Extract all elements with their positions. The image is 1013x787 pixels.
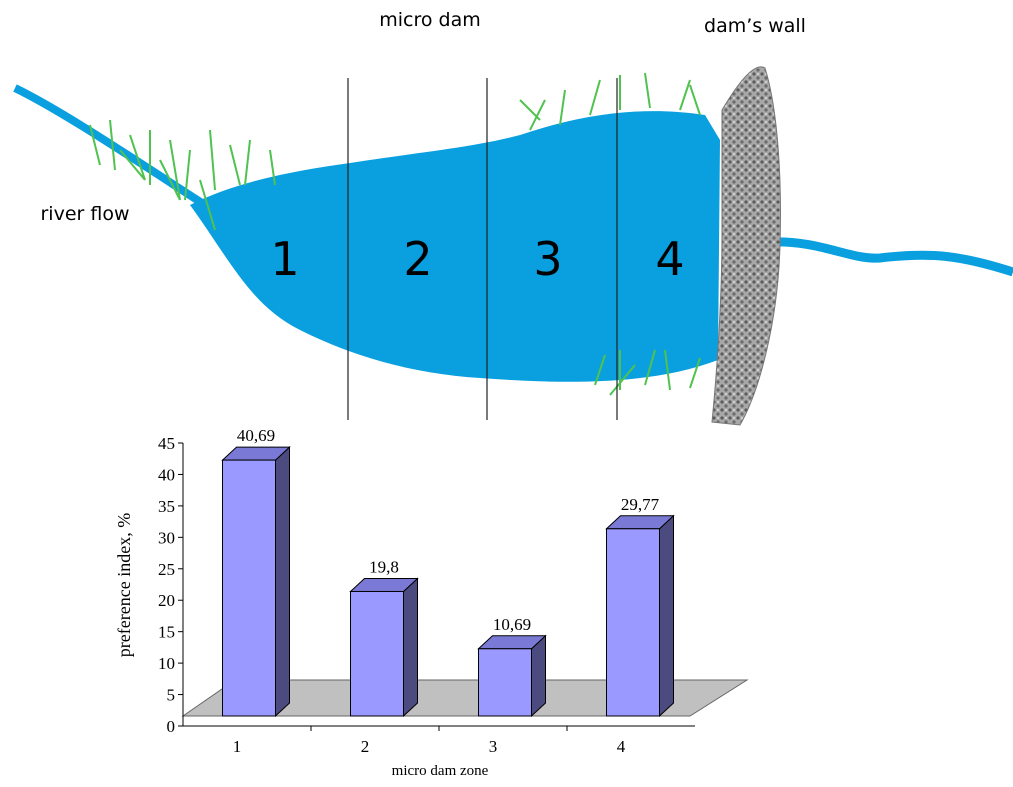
value-label: 19,8 xyxy=(369,557,399,576)
diagram: micro dam dam’s wall river flow 1 2 3 4 xyxy=(15,9,1013,425)
bar xyxy=(223,460,276,716)
chart: preference index, % micro dam zone 0 5 10 1… xyxy=(114,426,747,779)
y-tick-label: 15 xyxy=(158,623,175,642)
diagram-title: micro dam xyxy=(379,9,481,31)
zone-label: 1 xyxy=(270,232,299,286)
x-axis-label: micro dam zone xyxy=(392,763,489,779)
bar xyxy=(479,649,532,716)
zone-label: 3 xyxy=(533,232,562,286)
wall-label: dam’s wall xyxy=(704,15,806,37)
y-tick-label: 0 xyxy=(167,717,176,736)
value-label: 40,69 xyxy=(237,426,275,445)
zone-label: 4 xyxy=(655,232,684,286)
bar-side xyxy=(276,447,290,716)
river-in xyxy=(15,88,205,205)
bar xyxy=(351,591,404,716)
y-tick-label: 40 xyxy=(158,465,175,484)
zone-label: 2 xyxy=(403,232,432,286)
value-label: 10,69 xyxy=(493,615,531,634)
figure: micro dam dam’s wall river flow 1 2 3 4 … xyxy=(0,0,1013,787)
x-tick-label: 3 xyxy=(489,737,498,756)
page: micro dam dam’s wall river flow 1 2 3 4 … xyxy=(0,0,1013,787)
y-tick-label: 10 xyxy=(158,654,175,673)
flow-label: river flow xyxy=(40,203,129,225)
y-tick-label: 20 xyxy=(158,591,175,610)
y-tick-label: 45 xyxy=(158,434,175,453)
bar-side xyxy=(404,578,418,716)
x-tick-label: 1 xyxy=(233,737,242,756)
value-label: 29,77 xyxy=(621,495,660,514)
bar-side xyxy=(660,516,674,716)
river-out xyxy=(770,242,1013,272)
y-tick-label: 30 xyxy=(158,528,175,547)
bar xyxy=(607,529,660,716)
y-axis-label: preference index, % xyxy=(114,513,134,657)
y-tick-label: 35 xyxy=(158,497,175,516)
dam-wall xyxy=(712,67,780,425)
y-tick-label: 5 xyxy=(167,686,176,705)
bar-side xyxy=(532,636,546,716)
x-tick-label: 4 xyxy=(617,737,626,756)
x-tick-label: 2 xyxy=(361,737,370,756)
y-tick-label: 25 xyxy=(158,560,175,579)
